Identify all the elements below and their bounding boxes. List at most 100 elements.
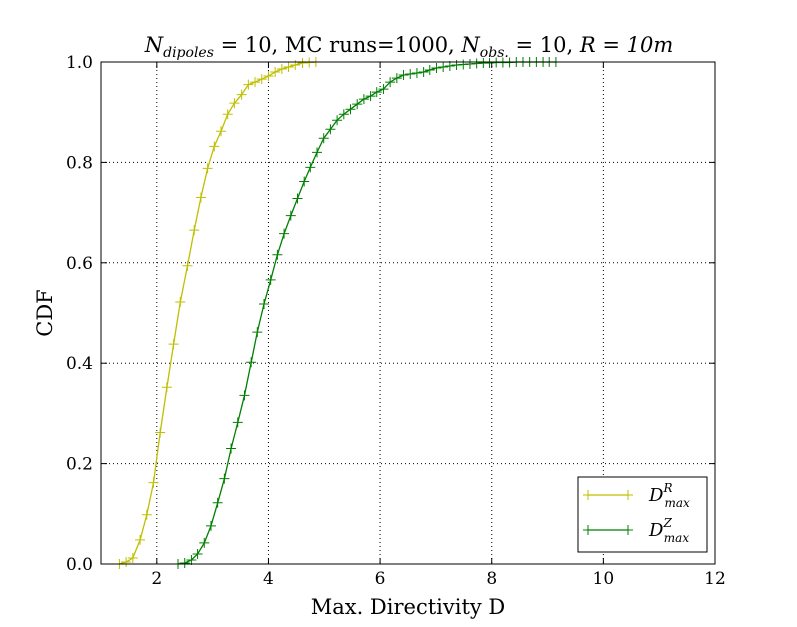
- data-point-marker: [161, 382, 172, 393]
- series-r: [114, 57, 321, 569]
- data-point-marker: [219, 473, 230, 484]
- data-point-marker: [199, 537, 210, 548]
- data-point-marker: [276, 64, 287, 75]
- data-point-marker: [258, 298, 269, 309]
- data-point-marker: [216, 126, 227, 137]
- data-point-marker: [141, 509, 152, 520]
- y-axis-label: CDF: [33, 289, 57, 336]
- data-point-marker: [305, 162, 316, 173]
- x-tick-label: 12: [704, 569, 726, 589]
- data-point-marker: [270, 67, 281, 78]
- data-point-marker: [385, 77, 396, 88]
- axis-ticks: 2 4 6 8 10 12 0.0 0.2 0.4 0.6 0.8 1.0: [66, 53, 726, 589]
- data-point-marker: [292, 193, 303, 204]
- data-point-marker: [299, 176, 310, 187]
- data-point-marker: [236, 89, 247, 100]
- data-point-marker: [205, 520, 216, 531]
- data-point-marker: [263, 71, 274, 82]
- legend: DR max DZ max: [577, 476, 708, 553]
- data-point-marker: [444, 61, 455, 72]
- data-point-marker: [504, 57, 515, 68]
- data-point-marker: [127, 552, 138, 563]
- data-point-marker: [243, 79, 254, 90]
- data-point-marker: [212, 497, 223, 508]
- x-tick-label: 10: [593, 569, 615, 589]
- y-tick-label: 0.6: [66, 254, 93, 274]
- data-point-marker: [484, 58, 495, 69]
- data-point-marker: [256, 74, 267, 85]
- data-point-marker: [135, 534, 146, 545]
- x-tick-label: 8: [486, 569, 497, 589]
- data-point-marker: [265, 274, 276, 285]
- y-tick-label: 0.4: [66, 354, 93, 374]
- data-point-marker: [168, 339, 179, 350]
- data-point-marker: [246, 357, 257, 368]
- data-point-marker: [192, 548, 203, 559]
- data-point-marker: [378, 84, 389, 95]
- data-point-marker: [458, 59, 469, 70]
- data-point-marker: [391, 73, 402, 84]
- x-axis-label: Max. Directivity D: [311, 595, 506, 619]
- data-point-marker: [155, 427, 166, 438]
- series-line: [177, 61, 556, 565]
- data-point-marker: [121, 556, 132, 567]
- data-point-marker: [318, 133, 329, 144]
- data-point-marker: [182, 260, 193, 271]
- x-tick-label: 4: [263, 569, 274, 589]
- data-point-marker: [279, 228, 290, 239]
- data-point-marker: [195, 192, 206, 203]
- legend-box: [577, 476, 708, 553]
- legend-label: DR max: [648, 481, 690, 510]
- data-point-marker: [312, 147, 323, 158]
- data-point-marker: [424, 65, 435, 76]
- y-tick-label: 0.8: [66, 153, 93, 173]
- data-point-marker: [418, 67, 429, 78]
- y-tick-label: 1.0: [66, 53, 93, 73]
- legend-swatch-marker: [623, 490, 633, 500]
- data-point-marker: [222, 109, 233, 120]
- data-point-marker: [358, 94, 369, 105]
- data-point-marker: [272, 249, 283, 260]
- data-point-marker: [304, 57, 315, 68]
- data-point-marker: [148, 477, 159, 488]
- series-line: [119, 61, 316, 565]
- data-point-marker: [398, 70, 409, 81]
- data-point-marker: [232, 417, 243, 428]
- data-point-marker: [471, 58, 482, 69]
- data-point-marker: [179, 557, 190, 568]
- data-point-marker: [226, 443, 237, 454]
- data-point-marker: [332, 115, 343, 126]
- y-tick-label: 0.2: [66, 455, 93, 475]
- data-point-marker: [431, 63, 442, 74]
- data-point-marker: [438, 62, 449, 73]
- data-point-marker: [252, 327, 263, 338]
- chart-title: Ndipoles = 10, MC runs=1000, Nobs. = 10,…: [144, 33, 674, 61]
- series-z: [173, 57, 561, 569]
- x-tick-label: 6: [375, 569, 386, 589]
- data-point-marker: [365, 91, 376, 102]
- data-point-marker: [352, 99, 363, 110]
- data-point-marker: [297, 58, 308, 69]
- data-point-marker: [175, 296, 186, 307]
- x-tick-label: 2: [151, 569, 162, 589]
- data-point-marker: [229, 98, 240, 109]
- legend-swatch-marker: [583, 525, 593, 535]
- data-point-marker: [345, 104, 356, 115]
- data-point-marker: [405, 69, 416, 80]
- data-point-marker: [189, 225, 200, 236]
- data-point-marker: [209, 141, 220, 152]
- data-point-marker: [411, 68, 422, 79]
- data-point-marker: [325, 124, 336, 135]
- legend-label: DZ max: [648, 516, 689, 545]
- data-point-marker: [464, 59, 475, 70]
- data-point-marker: [250, 77, 261, 88]
- data-point-marker: [186, 554, 197, 565]
- data-point-marker: [283, 62, 294, 73]
- data-point-marker: [239, 390, 250, 401]
- y-tick-label: 0.0: [66, 555, 93, 575]
- data-point-marker: [338, 109, 349, 120]
- data-point-marker: [371, 87, 382, 98]
- series-layer: [114, 57, 561, 569]
- plot-area-frame: [100, 61, 716, 565]
